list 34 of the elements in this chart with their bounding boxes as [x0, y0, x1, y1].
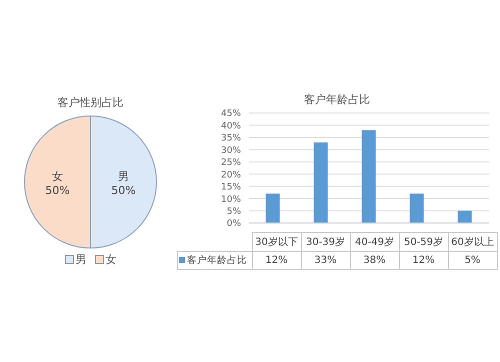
bar: [314, 142, 328, 223]
data-label: 33%: [301, 252, 350, 270]
y-tick-label: 15%: [220, 182, 242, 193]
x-tick-label: 60岁以上: [448, 232, 497, 252]
legend-label: 客户年龄占比: [178, 252, 252, 270]
bar: [410, 194, 424, 223]
y-tick-label: 40%: [220, 121, 242, 132]
data-label: 38%: [350, 252, 399, 270]
bar: [266, 194, 280, 223]
slice-label: 女: [52, 170, 63, 183]
data-label: 12%: [252, 252, 301, 270]
y-tick-label: 45%: [220, 109, 242, 120]
legend-label: 女: [104, 252, 116, 267]
slice-label: 男: [118, 170, 129, 183]
y-tick-label: 10%: [220, 194, 242, 205]
x-tick-label: 30-39岁: [301, 232, 350, 252]
bar: [458, 210, 472, 223]
data-label: 5%: [448, 252, 497, 270]
data-label: 12%: [399, 252, 448, 270]
chart-title: 客户性别占比: [56, 95, 124, 110]
y-tick-label: 35%: [220, 134, 242, 144]
y-tick-label: 20%: [220, 170, 242, 180]
legend-label: 男: [74, 252, 86, 267]
bar: [362, 130, 376, 223]
chart-title: 客户年龄占比: [303, 92, 371, 107]
data-label: 50%: [45, 184, 70, 197]
x-tick-label: 50-59岁: [399, 232, 448, 252]
x-tick-label: 30岁以下: [252, 232, 301, 252]
y-tick-label: 30%: [220, 146, 242, 156]
data-label: 50%: [111, 184, 136, 197]
y-tick-label: 5%: [226, 206, 242, 217]
y-tick-label: 0%: [226, 219, 242, 230]
y-tick-label: 25%: [220, 158, 242, 168]
x-tick-label: 40-49岁: [350, 232, 399, 252]
